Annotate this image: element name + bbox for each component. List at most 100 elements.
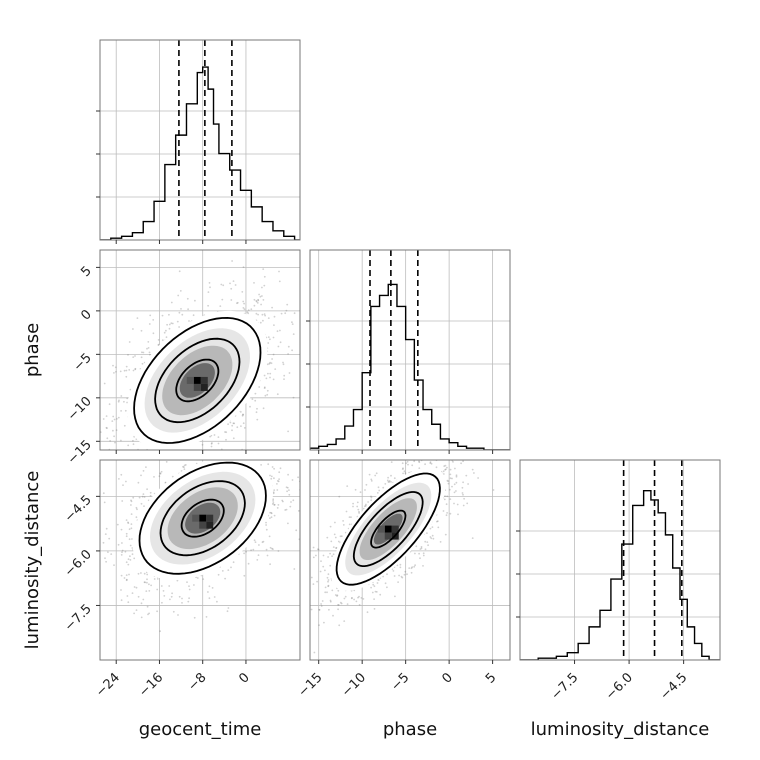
sample-point [447,482,450,485]
sample-point [401,576,404,579]
sample-point [188,585,190,587]
sample-point [232,561,235,564]
contour-line [133,316,262,444]
sample-point [198,458,200,460]
sample-point [355,600,358,603]
sample-point [370,586,372,589]
sample-point [424,548,427,551]
sample-point [273,514,276,517]
sample-point [141,469,143,471]
xtick-label-geocent-time: −16 [136,670,166,700]
sample-point [211,587,214,589]
sample-point [463,497,465,500]
sample-point [79,423,81,425]
sample-point [128,369,131,371]
sample-point [327,584,330,587]
sample-point [225,454,227,456]
sample-point [370,495,372,498]
sample-point [170,595,173,598]
sample-point [130,523,133,525]
sample-point [106,427,108,429]
sample-point [455,475,458,478]
sample-point [125,579,128,582]
sample-point [390,461,393,463]
sample-point [146,605,149,608]
sample-point [272,378,275,381]
sample-point [305,600,307,602]
sample-point [271,306,273,309]
sample-point [133,586,136,588]
sample-point [134,368,137,371]
sample-point [413,565,416,568]
sample-point [445,514,448,517]
sample-point [232,422,235,425]
sample-point [328,608,330,611]
sample-point [270,512,273,515]
sample-point [139,462,141,464]
sample-point [56,401,58,403]
sample-point [327,556,329,558]
sample-point [170,322,173,325]
sample-point [138,496,141,499]
sample-point [207,304,210,307]
sample-point [147,453,149,455]
sample-point [337,604,340,606]
sample-point [128,528,131,531]
sample-point [229,282,231,285]
sample-point [436,520,438,523]
sample-point [231,424,234,427]
sample-point [131,538,133,540]
sample-point [259,453,261,455]
sample-point [132,328,134,330]
sample-point [172,610,175,613]
sample-point [79,424,81,426]
sample-point [287,452,289,454]
sample-point [308,341,310,343]
sample-point [279,329,281,332]
sample-point [68,613,70,615]
sample-point [430,537,433,540]
sample-point [148,583,150,586]
sample-point [162,590,165,592]
hist-panel-luminosity-distance [516,459,721,664]
sample-point [106,437,109,440]
sample-point [142,598,145,601]
sample-point [285,309,288,312]
sample-point [317,548,319,550]
sample-point [372,583,375,586]
sample-point [449,468,452,471]
sample-point [149,461,151,463]
sample-point [125,532,128,535]
sample-point [171,475,174,478]
sample-point [273,489,276,491]
sample-point [396,564,399,567]
sample-point [208,597,211,600]
sample-point [344,595,347,598]
sample-point [287,473,289,476]
sample-point [208,282,211,284]
sample-point [378,489,381,492]
sample-point [462,481,464,484]
peak-bin [391,525,399,533]
sample-point [140,502,143,505]
sample-point [161,339,164,342]
sample-point [166,323,169,326]
sample-point [444,468,446,471]
sample-point [267,463,270,466]
sample-point [134,367,137,370]
sample-point [176,579,179,582]
sample-point [143,572,146,575]
sample-point [184,464,187,466]
sample-point [225,451,227,453]
sample-point [292,396,295,399]
sample-point [262,407,265,410]
sample-point [257,299,260,302]
sample-point [295,529,298,532]
sample-point [285,508,288,511]
sample-point [303,610,305,612]
sample-point [422,552,425,555]
sample-point [407,463,409,466]
sample-point [161,314,164,317]
sample-point [467,433,469,435]
sample-point [121,551,123,554]
